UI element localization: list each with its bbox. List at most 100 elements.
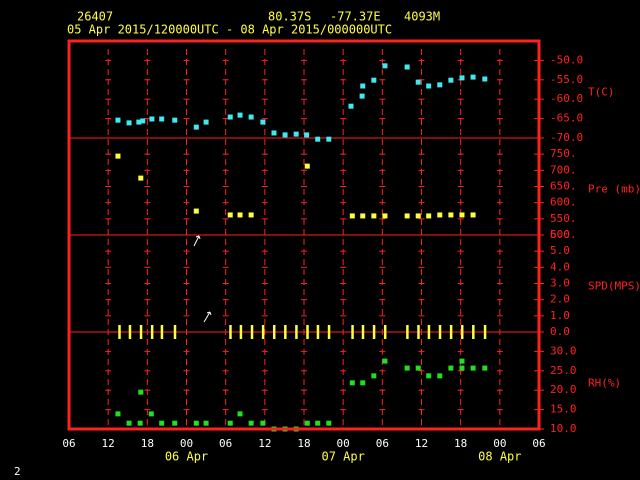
point <box>315 136 321 142</box>
point <box>248 212 254 218</box>
speed-mark <box>160 325 164 339</box>
x-tick-label: 00 <box>337 437 350 450</box>
speed-mark <box>173 325 177 339</box>
speed-mark <box>316 325 320 339</box>
point <box>140 118 146 124</box>
point <box>304 132 310 138</box>
speed-mark <box>427 325 431 339</box>
x-tick-label: 06 <box>62 437 75 450</box>
speed-mark <box>239 325 243 339</box>
speed-mark <box>128 325 132 339</box>
point <box>459 75 465 81</box>
speed-mark <box>449 325 453 339</box>
point <box>459 365 465 371</box>
point <box>137 420 143 426</box>
wind-barb <box>203 311 212 323</box>
x-tick-label: 06 <box>532 437 545 450</box>
point <box>415 213 421 219</box>
point <box>371 77 377 83</box>
y-tick-label: 1.0 <box>550 309 570 322</box>
point <box>227 114 233 120</box>
y-tick-label: 500. <box>550 228 577 241</box>
date-label: 07 Apr <box>321 450 364 464</box>
point <box>304 420 310 426</box>
x-tick-label: 18 <box>141 437 154 450</box>
speed-mark <box>139 325 143 339</box>
y-tick-label: -50.0 <box>550 53 583 66</box>
point <box>415 365 421 371</box>
speed-mark <box>406 325 409 339</box>
y-tick-label: 30.0 <box>550 344 577 357</box>
point <box>482 365 488 371</box>
speed-mark <box>438 325 442 339</box>
speed-mark <box>351 325 354 339</box>
speed-mark <box>306 325 309 339</box>
y-tick-label: 700. <box>550 163 577 176</box>
point <box>172 117 178 123</box>
point <box>248 114 254 120</box>
point <box>382 213 388 219</box>
y-tick-label: 6.0 <box>550 228 570 241</box>
speed-mark <box>383 325 387 339</box>
y-tick-label: 750. <box>550 147 577 160</box>
y-tick-label: 3.0 <box>550 277 570 290</box>
point <box>459 212 465 218</box>
point <box>426 373 432 379</box>
point <box>382 63 388 69</box>
point <box>426 213 432 219</box>
point <box>115 117 121 123</box>
speed-mark <box>361 325 365 339</box>
point <box>172 420 178 426</box>
y-tick-label: 0.0 <box>550 325 570 338</box>
x-tick-label: 18 <box>297 437 310 450</box>
point <box>326 420 332 426</box>
y-tick-label: 15.0 <box>550 403 577 416</box>
point <box>115 153 121 159</box>
date-label: 06 Apr <box>165 450 208 464</box>
speed-mark <box>372 325 376 339</box>
speed-mark <box>272 325 276 339</box>
speed-mark <box>261 325 265 339</box>
point <box>126 420 132 426</box>
speed-mark <box>472 325 475 339</box>
y-tick-label: -70.0 <box>550 131 583 144</box>
point <box>282 132 288 138</box>
point <box>470 365 476 371</box>
point <box>437 82 443 88</box>
point <box>360 213 366 219</box>
speed-mark <box>460 325 464 339</box>
point <box>371 213 377 219</box>
y-axis-label: SPD(MPS) <box>588 280 640 293</box>
speed-mark <box>284 325 287 339</box>
point <box>237 212 243 218</box>
page-number: 2 <box>14 465 21 478</box>
point <box>448 77 454 83</box>
y-tick-label: 2.0 <box>550 293 570 306</box>
point <box>148 411 154 417</box>
point <box>159 420 165 426</box>
y-tick-label: 600. <box>550 196 577 209</box>
point <box>260 420 266 426</box>
speed-mark <box>229 325 232 339</box>
x-tick-label: 00 <box>180 437 193 450</box>
speed-mark <box>295 325 298 339</box>
y-tick-label: 550. <box>550 212 577 225</box>
y-tick-label: 10.0 <box>550 422 577 435</box>
point <box>404 64 410 70</box>
x-tick-label: 06 <box>376 437 389 450</box>
point <box>227 212 233 218</box>
longitude: -77.37E <box>330 10 381 24</box>
point <box>448 365 454 371</box>
latitude: 80.37S <box>268 10 311 24</box>
point <box>437 212 443 218</box>
point <box>326 136 332 142</box>
y-tick-label: 25.0 <box>550 364 577 377</box>
point <box>315 420 321 426</box>
point <box>359 93 365 99</box>
x-tick-label: 12 <box>258 437 271 450</box>
speed-mark <box>118 325 121 339</box>
point <box>426 83 432 89</box>
station-id: 26407 <box>77 10 113 24</box>
point <box>203 420 209 426</box>
